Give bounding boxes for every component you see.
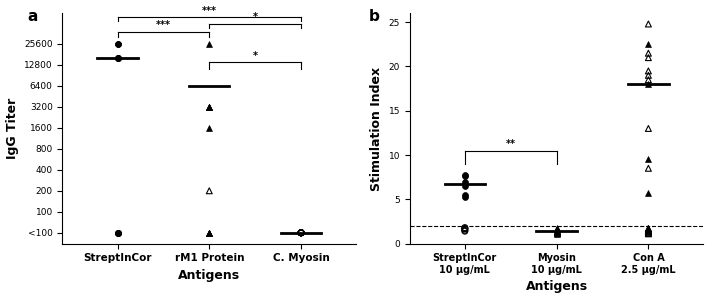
Text: *: * xyxy=(252,12,257,22)
Point xyxy=(112,42,123,46)
Point xyxy=(643,231,654,236)
Text: ***: *** xyxy=(156,20,171,30)
Point xyxy=(459,174,471,179)
Point xyxy=(643,82,654,87)
Point xyxy=(643,228,654,233)
Point xyxy=(296,230,307,235)
Point xyxy=(643,42,654,47)
Point xyxy=(112,56,123,60)
Text: ***: *** xyxy=(202,6,217,16)
Text: b: b xyxy=(369,9,379,24)
Point xyxy=(643,126,654,131)
Point xyxy=(551,226,562,231)
Point xyxy=(459,172,471,177)
Point xyxy=(551,230,562,235)
Point xyxy=(203,104,215,109)
Point xyxy=(643,228,654,233)
Point xyxy=(459,227,471,231)
Point xyxy=(643,157,654,162)
Point xyxy=(459,184,471,188)
Y-axis label: Stimulation Index: Stimulation Index xyxy=(370,66,383,190)
Point xyxy=(296,230,307,235)
Point xyxy=(551,231,562,236)
Point xyxy=(643,226,654,231)
Text: **: ** xyxy=(506,139,515,149)
Point xyxy=(643,22,654,26)
Point xyxy=(203,230,215,235)
Point xyxy=(643,51,654,56)
Point xyxy=(551,229,562,234)
Point xyxy=(459,229,471,234)
Text: *: * xyxy=(252,51,257,61)
Point xyxy=(296,230,307,235)
Y-axis label: IgG Titer: IgG Titer xyxy=(6,98,18,159)
Point xyxy=(459,225,471,230)
Point xyxy=(643,227,654,231)
Point xyxy=(203,230,215,235)
Point xyxy=(643,231,654,236)
Point xyxy=(643,227,654,232)
Point xyxy=(643,191,654,196)
Point xyxy=(112,230,123,235)
Point xyxy=(459,228,471,233)
X-axis label: Antigens: Antigens xyxy=(525,280,588,293)
Point xyxy=(551,228,562,233)
Point xyxy=(203,230,215,235)
Point xyxy=(112,230,123,235)
Point xyxy=(296,230,307,235)
Point xyxy=(551,227,562,232)
Point xyxy=(551,230,562,234)
Point xyxy=(112,230,123,235)
Point xyxy=(643,68,654,73)
Point xyxy=(643,55,654,60)
Point xyxy=(112,42,123,46)
Point xyxy=(296,230,307,235)
Point xyxy=(203,42,215,46)
Point xyxy=(296,230,307,235)
Point xyxy=(643,166,654,171)
X-axis label: Antigens: Antigens xyxy=(178,269,240,282)
Point xyxy=(203,188,215,193)
Point xyxy=(643,229,654,234)
Point xyxy=(551,231,562,235)
Point xyxy=(551,231,562,236)
Point xyxy=(643,231,654,235)
Point xyxy=(459,194,471,199)
Point xyxy=(459,226,471,231)
Point xyxy=(296,230,307,235)
Point xyxy=(643,73,654,78)
Point xyxy=(551,225,562,230)
Point xyxy=(296,230,307,235)
Point xyxy=(551,229,562,234)
Point xyxy=(112,56,123,60)
Point xyxy=(643,229,654,234)
Point xyxy=(296,230,307,235)
Point xyxy=(551,228,562,233)
Point xyxy=(112,230,123,235)
Point xyxy=(203,125,215,130)
Point xyxy=(112,230,123,235)
Point xyxy=(203,104,215,109)
Text: a: a xyxy=(27,9,38,24)
Point xyxy=(643,77,654,82)
Point xyxy=(643,230,654,234)
Point xyxy=(459,193,471,197)
Point xyxy=(203,230,215,235)
Point xyxy=(112,56,123,60)
Point xyxy=(203,104,215,109)
Point xyxy=(203,104,215,109)
Point xyxy=(459,179,471,184)
Point xyxy=(296,230,307,235)
Point xyxy=(112,56,123,60)
